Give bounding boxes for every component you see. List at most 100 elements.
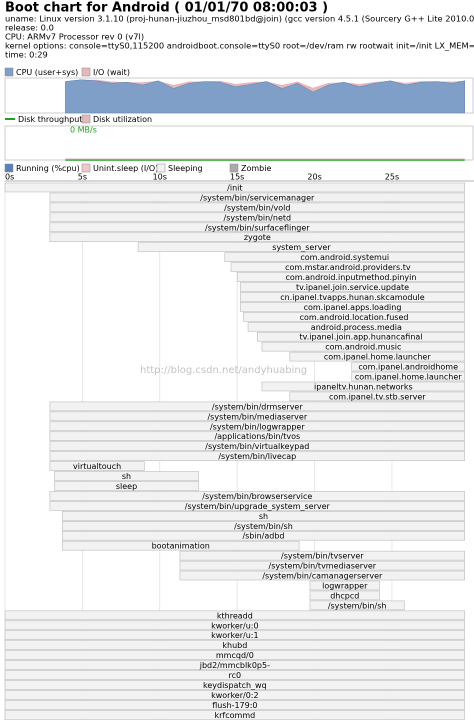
process-bar [49, 401, 466, 412]
process-label: /system/bin/virtualkeypad [205, 442, 309, 451]
legend-label: Sleeping [168, 164, 203, 173]
process-label: system_server [272, 243, 331, 252]
process-bar [4, 660, 466, 670]
legend-swatch [81, 114, 91, 124]
process-label: /init [227, 183, 242, 192]
plot-frame [4, 125, 474, 161]
process-bar [309, 580, 380, 591]
process-label: /system/bin/tvmediaserver [269, 562, 377, 571]
process-label: /system/bin/browserservice [202, 492, 312, 501]
process-bar [239, 292, 466, 302]
cpu-area [65, 79, 465, 114]
legend-swatch [229, 163, 239, 173]
process-bar [247, 321, 466, 332]
process-label: /system/bin/surfaceflinger [205, 223, 310, 232]
x-tick-label: 20s [307, 173, 321, 182]
process-label: krfcommd [215, 711, 256, 720]
process-bar [49, 491, 466, 501]
process-bar [4, 610, 466, 621]
process-label: tv.ipanel.join.app.hunancafinal [299, 333, 422, 342]
process-label: keydispatch_wq [203, 681, 267, 690]
legend-label: Disk throughput [18, 115, 82, 124]
header-line: CPU: ARMv7 Processor rev 0 (v7l) [5, 32, 144, 42]
process-label: android.process.media [311, 323, 402, 332]
process-bar [4, 690, 466, 700]
process-label: kworker/0:2 [211, 691, 259, 700]
process-bar [230, 262, 466, 272]
process-label: /system/bin/livecap [218, 452, 296, 461]
process-label: /system/bin/mediaserver [207, 412, 307, 421]
process-bar [289, 351, 466, 362]
legend-swatch [4, 67, 14, 77]
process-label: dhcpcd [330, 591, 359, 600]
process-label: /system/bin/logwrapper [210, 422, 305, 431]
process-label: /system/bin/tvserver [281, 552, 364, 561]
process-label: com.ipanel.androidhome [358, 363, 458, 372]
process-bar [261, 381, 466, 392]
x-tick-label: 25s [385, 173, 399, 182]
process-label: tv.ipanel.join.service.update [296, 283, 409, 292]
process-label: com.ipanel.home.launcher [355, 373, 462, 382]
process-label: kthreadd [217, 611, 253, 620]
process-label: /system/bin/vold [224, 203, 290, 212]
process-label: rc0 [229, 671, 242, 680]
process-label: /system/bin/upgrade_system_server [185, 502, 331, 511]
process-label: com.mstar.android.providers.tv [285, 263, 411, 272]
legend-swatch [81, 163, 91, 173]
process-bar [4, 700, 466, 710]
header-line: kernel options: console=ttyS0,115200 and… [5, 41, 474, 51]
process-label: /system/bin/sh [328, 601, 387, 610]
x-tick-label: 5s [78, 173, 87, 182]
process-bar [49, 222, 466, 233]
process-bar [49, 212, 466, 223]
process-bar [49, 202, 466, 213]
process-bar [309, 590, 380, 601]
process-bar [236, 272, 466, 282]
process-label: com.android.systemui [300, 253, 389, 262]
process-bar [239, 302, 466, 312]
process-label: kworker/u:1 [211, 631, 258, 640]
process-label: /system/bin/drmserver [212, 402, 303, 411]
process-bar [289, 391, 466, 402]
process-label: logwrapper [322, 581, 368, 590]
process-label: com.ipanel.apps.loading [304, 303, 402, 312]
process-bar [49, 431, 466, 441]
legend-label: Unint.sleep (I/O) [93, 164, 158, 173]
process-label: zygote [244, 233, 271, 242]
max-label: 0 MB/s [70, 126, 97, 135]
process-label: cn.ipanel.tvapps.hunan.skcamodule [280, 293, 425, 302]
legend-label: Running (%cpu) [16, 164, 80, 173]
process-label: /system/bin/servicemanager [200, 193, 315, 202]
process-bar [351, 361, 466, 372]
title: Boot chart for Android ( 01/01/70 08:00:… [5, 1, 328, 16]
process-bar [61, 530, 466, 541]
process-label: sleep [116, 482, 137, 491]
process-bar [49, 192, 466, 203]
process-label: sh [259, 512, 268, 521]
legend-swatch [4, 163, 14, 173]
process-bar [243, 312, 466, 322]
legend-swatch [81, 67, 91, 77]
legend-label: I/O (wait) [93, 68, 130, 77]
header-line: uname: Linux version 3.1.10 (proj-hunan-… [5, 14, 474, 24]
x-tick-label: 10s [153, 173, 167, 182]
process-label: com.ipanel.home.launcher [324, 353, 431, 362]
watermark: http://blog.csdn.net/andyhuabing [140, 365, 307, 376]
process-label: bootanimation [152, 542, 210, 551]
process-label: flush-179:0 [212, 701, 257, 710]
process-bar [4, 670, 466, 680]
legend-label: CPU (user+sys) [16, 68, 78, 77]
process-label: /sbin/adbd [242, 532, 284, 541]
header-line: time: 0:29 [5, 50, 48, 60]
process-bar [257, 331, 466, 342]
process-label: /system/bin/netd [224, 213, 292, 222]
process-bar [49, 451, 466, 461]
process-bar [261, 341, 466, 352]
process-bar [179, 550, 466, 561]
process-bar [49, 411, 466, 422]
process-bar [49, 501, 466, 511]
process-bar [224, 252, 466, 262]
process-bar [49, 461, 145, 471]
x-tick-label: 0s [5, 173, 14, 182]
